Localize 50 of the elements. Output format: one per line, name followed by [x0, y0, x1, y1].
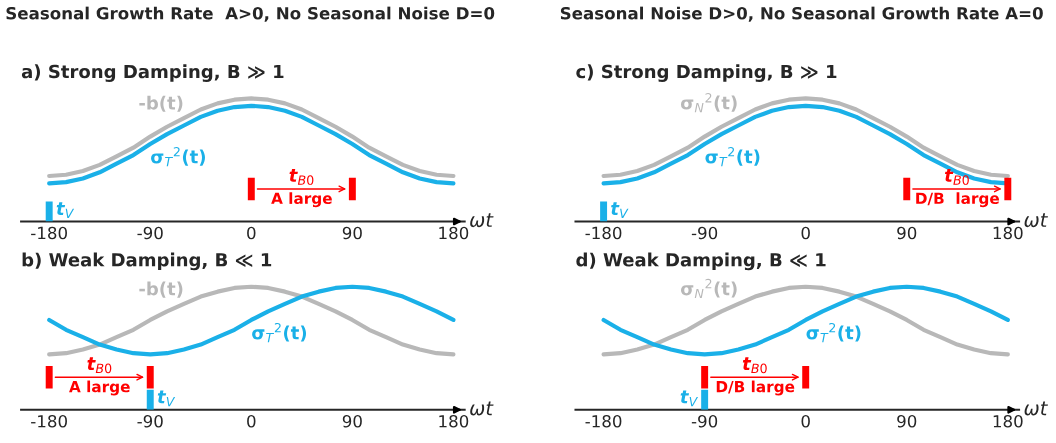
x-tick-label: -180 — [585, 226, 622, 240]
chart-title: Seasonal Noise D>0, No Seasonal Growth Rate A=0 — [560, 6, 1043, 22]
annotation: A large — [69, 380, 130, 396]
x-tick-label: 0 — [801, 414, 810, 428]
x-tick-label: 0 — [801, 226, 810, 240]
x-tick-label: 180 — [439, 414, 469, 428]
x-tick-label: 90 — [897, 414, 917, 428]
annotation: t$_{B0}$ — [87, 357, 112, 374]
x-tick-label: 180 — [993, 226, 1023, 240]
series-label: σ$_{T}$$^{2}$(t) — [806, 322, 861, 343]
x-tick-label: -90 — [137, 226, 163, 240]
series-label: -b(t) — [139, 281, 183, 298]
x-axis-title: ωt — [470, 401, 494, 416]
x-tick-label: 180 — [439, 226, 469, 240]
chart-title: Seasonal Growth Rate A>0, No Seasonal Noise D=0 — [6, 6, 495, 22]
series-label: σ$_{T}$$^{2}$(t) — [252, 322, 307, 343]
series-label: σ$_{N}$$^{2}$(t) — [680, 93, 737, 113]
x-tick-label: -90 — [137, 414, 163, 428]
annotation: t$_{B0}$ — [289, 169, 314, 185]
series-label: σ$_{N}$$^{2}$(t) — [680, 278, 737, 299]
annotation: t$_{B0}$ — [944, 169, 969, 185]
ref-line-label: t$_{V}$ — [157, 390, 176, 407]
x-tick-label: 0 — [247, 414, 256, 428]
chart-subtitle: c) Strong Damping, B ≫ 1 — [576, 64, 837, 82]
x-tick-label: -180 — [31, 414, 67, 428]
ref-line-label: t$_{V}$ — [611, 202, 629, 218]
x-tick-label: -180 — [31, 226, 67, 240]
x-tick-label: -180 — [585, 414, 622, 428]
x-tick-label: -90 — [691, 414, 718, 428]
series-label: σ$_{T}$$^{2}$(t) — [151, 146, 205, 167]
x-tick-label: 180 — [993, 414, 1023, 428]
x-axis-title: ωt — [470, 213, 494, 228]
annotation: A large — [271, 192, 332, 208]
x-axis-title: ωt — [1024, 401, 1048, 416]
ref-line-label: t$_{V}$ — [56, 202, 75, 218]
x-tick-label: 90 — [342, 226, 362, 240]
chart-subtitle: d) Weak Damping, B ≪ 1 — [576, 252, 826, 271]
series-label: -b(t) — [139, 95, 183, 112]
x-tick-label: 90 — [897, 226, 917, 240]
series-label: σ$_{T}$$^{2}$(t) — [705, 146, 760, 167]
x-tick-label: 0 — [247, 226, 256, 240]
annotation: t$_{B0}$ — [742, 357, 767, 374]
x-tick-label: -90 — [691, 226, 718, 240]
annotation: D/B large — [716, 380, 795, 396]
x-tick-label: 90 — [342, 414, 362, 428]
chart-subtitle: a) Strong Damping, B ≫ 1 — [21, 64, 284, 82]
ref-line-label: t$_{V}$ — [680, 390, 699, 407]
x-axis-title: ωt — [1024, 213, 1048, 228]
chart-subtitle: b) Weak Damping, B ≪ 1 — [22, 252, 272, 271]
annotation: D/B large — [916, 192, 1000, 208]
